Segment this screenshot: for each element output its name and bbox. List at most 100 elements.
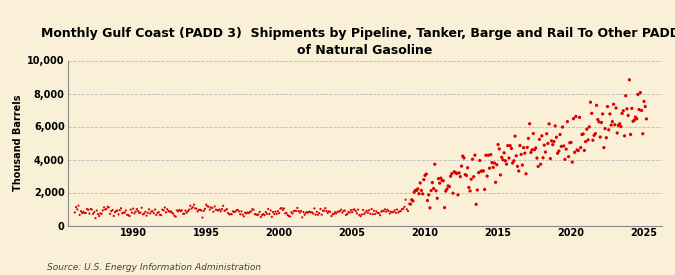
Point [446,171,457,176]
Point [394,209,405,214]
Point [590,131,601,136]
Point [140,210,151,214]
Point [304,210,315,214]
Point [476,169,487,173]
Point [129,211,140,216]
Point [134,211,144,215]
Point [255,215,266,219]
Point [302,210,313,214]
Point [567,160,578,164]
Point [219,208,230,213]
Point [546,139,557,143]
Point [285,214,296,219]
Point [561,147,572,151]
Point [464,185,475,190]
Point [326,214,337,218]
Point [157,207,168,212]
Point [458,156,469,160]
Point [250,212,261,217]
Point [275,207,286,211]
Point [355,214,366,218]
Point [591,103,602,108]
Point [306,210,317,214]
Point [313,213,323,217]
Point [587,138,598,142]
Point [473,170,484,175]
Point [176,209,186,213]
Point [411,188,422,193]
Point [236,209,247,213]
Point [494,147,505,151]
Point [107,208,118,212]
Point [234,209,244,214]
Point [373,211,384,215]
Point [639,99,649,104]
Point [80,211,91,215]
Point [279,206,290,211]
Point [519,151,530,155]
Point [105,212,115,216]
Point [361,208,372,213]
Point [120,208,131,213]
Point [557,125,568,129]
Point [161,210,171,214]
Point [617,111,628,116]
Point [231,208,242,212]
Point [221,207,232,211]
Point [164,210,175,214]
Point [579,148,590,153]
Point [554,149,564,153]
Point [426,188,437,193]
Point [130,210,141,214]
Point [514,143,525,148]
Point [156,213,167,217]
Point [381,210,392,214]
Point [428,186,439,191]
Point [323,209,334,214]
Point [180,208,191,213]
Point [100,207,111,212]
Point [539,143,549,147]
Point [72,207,82,211]
Point [493,142,504,147]
Point [300,211,311,215]
Point [146,209,157,214]
Point [576,132,587,137]
Point [168,211,179,216]
Point [450,170,461,175]
Point [564,141,575,145]
Point [144,207,155,211]
Point [572,148,583,152]
Point [341,213,352,217]
Point [282,213,293,217]
Point [178,211,188,216]
Point [206,205,217,210]
Point [603,128,614,132]
Point [446,174,456,178]
Point [135,210,146,215]
Point [152,211,163,215]
Point [574,115,585,120]
Point [583,138,593,142]
Point [176,208,187,213]
Point [315,207,326,211]
Point [550,124,561,128]
Point [73,204,84,208]
Point [511,154,522,158]
Point [641,117,652,121]
Point [103,205,114,210]
Point [288,209,299,213]
Point [485,152,496,157]
Point [337,210,348,215]
Point [109,210,120,214]
Point [237,212,248,217]
Point [274,211,285,215]
Point [165,209,176,214]
Point [618,109,628,113]
Point [261,210,271,214]
Point [595,135,605,139]
Point [372,211,383,215]
Point [364,208,375,213]
Point [568,117,579,121]
Point [170,214,181,219]
